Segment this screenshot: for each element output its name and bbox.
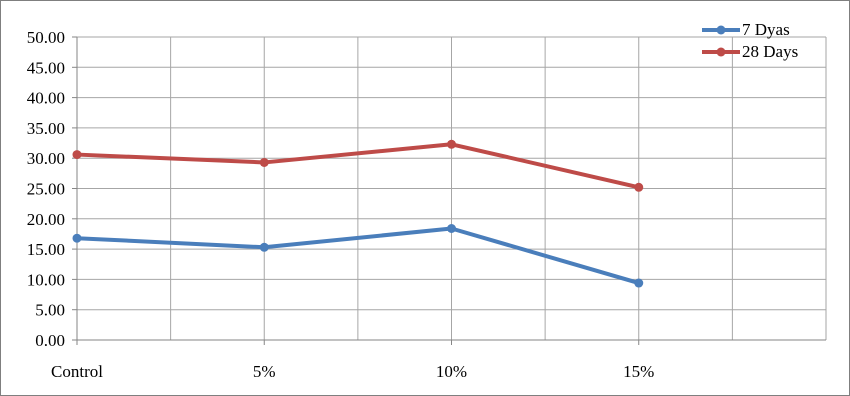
- data-point: [259, 242, 269, 252]
- axes: [72, 36, 826, 345]
- series-line-2: [75, 142, 641, 190]
- series-group: [72, 139, 644, 288]
- gridlines: [77, 36, 827, 340]
- y-tick-label: 0.00: [35, 331, 65, 350]
- x-tick-label: 10%: [436, 362, 467, 381]
- legend: 7 Dyas 28 Days: [702, 20, 798, 61]
- x-tick-label: Control: [51, 362, 103, 381]
- data-point: [72, 233, 82, 243]
- y-tick-label: 50.00: [27, 28, 65, 47]
- y-tick-label: 10.00: [27, 270, 65, 289]
- legend-marker-1: [716, 25, 726, 35]
- legend-label-1: 7 Dyas: [742, 20, 790, 39]
- data-point: [447, 223, 456, 233]
- y-tick-label: 45.00: [27, 58, 65, 77]
- x-tick-label: 15%: [623, 362, 654, 381]
- data-point: [634, 182, 644, 192]
- data-point: [259, 157, 269, 167]
- data-point: [447, 139, 456, 149]
- y-tick-label: 35.00: [27, 119, 65, 138]
- legend-marker-2: [716, 47, 726, 57]
- y-tick-label: 5.00: [35, 301, 65, 320]
- x-tick-label: 5%: [253, 362, 276, 381]
- y-tick-labels: 0.00 5.00 10.00 15.00 20.00 25.00 30.00 35.00 40…: [27, 28, 65, 350]
- data-point: [72, 150, 82, 160]
- y-tick-label: 30.00: [27, 149, 65, 168]
- legend-label-2: 28 Days: [742, 42, 798, 61]
- y-tick-label: 40.00: [27, 89, 65, 108]
- x-tick-labels: Control 5% 10% 15%: [51, 362, 654, 381]
- y-tick-label: 25.00: [27, 180, 65, 199]
- data-point: [634, 278, 644, 288]
- y-tick-label: 15.00: [27, 240, 65, 259]
- y-tick-label: 20.00: [27, 210, 65, 229]
- series-line-1: [75, 226, 641, 286]
